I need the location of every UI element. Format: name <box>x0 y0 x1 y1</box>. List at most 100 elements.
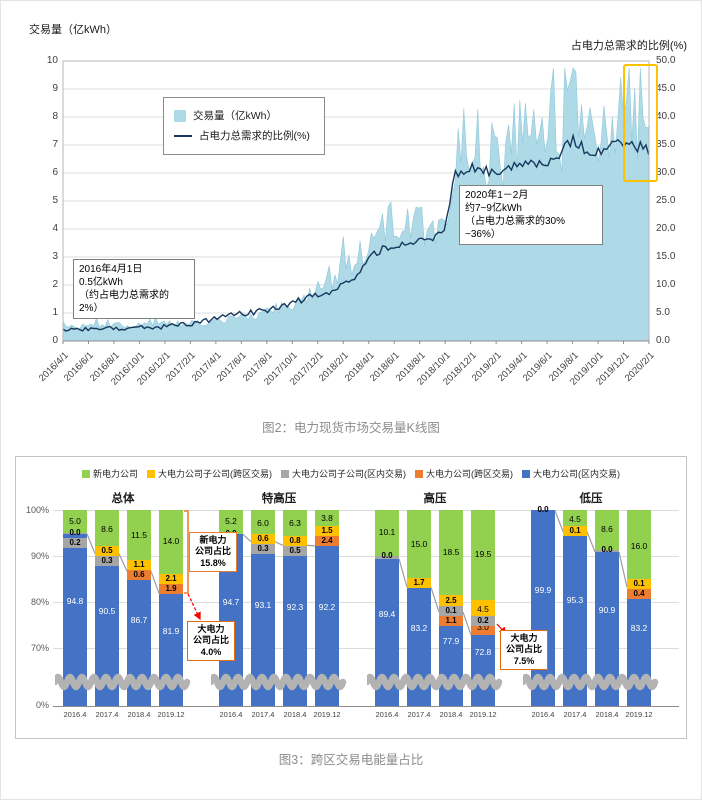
y-axis-right-tick-label: 20.0 <box>656 223 676 234</box>
y-axis-left-tick-label: 1 <box>52 307 58 318</box>
x-axis-tick-label: 2018.4 <box>127 710 151 719</box>
segment-value-label: 0.0 <box>537 505 549 514</box>
segment-new <box>471 510 495 600</box>
gridline <box>53 602 679 603</box>
connector-line <box>150 570 160 594</box>
stacked-bar-legend: 新电力公司 大电力公司子公司(跨区交易) 大电力公司子公司(区内交易) 大电力公司(跨… <box>21 467 681 480</box>
segment-value-label: 0.3 <box>251 543 275 554</box>
segment-big_intra <box>375 558 399 706</box>
y-axis-right-tick-label: 25.0 <box>656 195 676 206</box>
y-axis-right-tick-label: 0.0 <box>656 335 670 346</box>
legend-item: 大电力公司子公司(区内交易) <box>281 467 406 480</box>
x-axis-tick-label: 2016.4 <box>531 710 555 719</box>
segment-value-label: 8.6 <box>101 523 113 534</box>
segment-big_intra <box>595 551 619 706</box>
segment-sub_cross <box>471 599 495 621</box>
annotation-2020-range: 2020年1－2月 约7~9亿kWh （占电力总需求的30% ~36%） <box>459 185 603 245</box>
stacked-bar: 4.5 0.1 95.3 <box>563 510 587 706</box>
y-axis-left-tick-label: 5 <box>52 195 58 206</box>
segment-big_intra <box>63 533 87 706</box>
stacked-bar: 14.0 2.1 1.9 81.9 <box>159 510 183 706</box>
fig3-caption: 图3：跨区交易电能量占比 <box>278 753 424 767</box>
y-axis-left-tick-label: 2 <box>52 279 58 290</box>
gridline <box>53 556 679 557</box>
y-axis-tick-label: 0% <box>35 700 49 710</box>
stacked-bar: 10.1 0.0 89.4 <box>375 510 399 706</box>
segment-value-label: 15.0 <box>410 538 428 549</box>
segment-value-label: 0.6 <box>127 570 151 581</box>
segment-value-label: 2.4 <box>315 535 339 546</box>
segment-new <box>95 510 119 550</box>
segment-new <box>627 510 651 584</box>
annotation-box-2: 大电力 公司占比 4.0% <box>187 621 235 661</box>
segment-big_intra <box>283 545 307 706</box>
y-axis-tick-label: 70% <box>30 643 49 653</box>
stacked-bar: 5.0 0.0 0.2 94.8 <box>63 510 87 706</box>
segment-sub_intra <box>595 549 619 552</box>
group-title-3: 高压 <box>423 493 447 505</box>
segment-value-label: 0.6 <box>251 533 275 544</box>
x-axis-tick-label: 2017.4 <box>407 710 431 719</box>
segment-value-label: 0.5 <box>283 545 307 556</box>
y-axis-right-tick-label: 50.0 <box>656 55 676 66</box>
segment-value-label: 14.0 <box>162 536 180 547</box>
legend-item-label: 新电力公司 <box>92 469 138 479</box>
x-axis-tick-label: 2016.4 <box>63 710 87 719</box>
annotation-box-1: 新电力 公司占比 15.8% <box>189 532 237 572</box>
group-title-1: 总体 <box>111 493 135 505</box>
y-axis-left-tick-label: 9 <box>52 83 58 94</box>
segment-value-label: 0.8 <box>283 535 307 546</box>
segment-value-label: 10.1 <box>378 527 396 538</box>
segment-value-label: 94.7 <box>222 596 240 607</box>
stacked-bar-figure: 新电力公司 大电力公司子公司(跨区交易) 大电力公司子公司(区内交易) 大电力公司(跨… <box>15 456 687 739</box>
kline-chart: 交易量（亿kWh） 占电力总需求的比例(%) 交易量（亿kWh） 占电力总需求的… <box>15 9 687 407</box>
segment-value-label: 4.5 <box>569 514 581 525</box>
segment-value-label: 99.9 <box>534 584 552 595</box>
orange-bracket <box>184 510 189 594</box>
y-axis-right-tick-label: 10.0 <box>656 279 676 290</box>
y-axis-right-tick-label: 30.0 <box>656 167 676 178</box>
x-axis-tick-label: 2016.4 <box>219 710 243 719</box>
y-axis-right-tick-label: 40.0 <box>656 111 676 122</box>
x-axis-tick-label: 2017.4 <box>563 710 587 719</box>
segment-value-label: 95.3 <box>566 595 584 606</box>
x-axis-tick-label: 2018.4 <box>595 710 619 719</box>
fig2-caption: 图2：电力现货市场交易量K线图 <box>262 421 440 435</box>
segment-value-label: 5.2 <box>225 515 237 526</box>
left-axis-title: 交易量（亿kWh） <box>29 24 117 36</box>
segment-value-label: 19.5 <box>474 548 492 559</box>
right-axis-title: 占电力总需求的比例(%) <box>570 40 687 52</box>
legend-item: 大电力公司(跨区交易) <box>415 467 513 480</box>
segment-new <box>595 510 619 550</box>
kline-legend: 交易量（亿kWh） 占电力总需求的比例(%) <box>163 97 325 155</box>
segment-big_intra <box>315 545 339 706</box>
segment-new <box>375 510 399 557</box>
segment-value-label: 0.1 <box>563 525 587 536</box>
legend-item-label: 大电力公司(跨区交易) <box>426 469 513 479</box>
y-axis-left-tick-label: 7 <box>52 139 58 150</box>
segment-big_intra <box>471 635 495 706</box>
segment-value-label: 92.2 <box>318 602 336 613</box>
segment-big_intra <box>407 587 431 706</box>
segment-value-label: 1.5 <box>315 525 339 536</box>
x-axis-tick-label: 2019.12 <box>625 710 653 719</box>
y-axis-left-tick-label: 4 <box>52 223 58 234</box>
legend-item-label: 交易量（亿kWh） <box>193 110 277 122</box>
segment-big_intra <box>563 531 587 706</box>
y-axis-tick-label: 90% <box>30 551 49 561</box>
segment-big_intra <box>127 571 151 706</box>
stacked-bar: 15.0 1.7 83.2 <box>407 510 431 706</box>
segment-value-label: 89.4 <box>378 608 396 619</box>
gridline <box>53 648 679 649</box>
connector-line <box>398 558 408 588</box>
y-axis-right-tick-label: 15.0 <box>656 251 676 262</box>
segment-value-label: 93.1 <box>254 600 272 611</box>
connector-line <box>618 551 628 588</box>
segment-value-label: 0.5 <box>95 545 119 556</box>
segment-new <box>251 510 275 538</box>
x-axis-tick-label: 2019.12 <box>313 710 341 719</box>
segment-big_intra <box>531 510 555 706</box>
segment-new <box>407 510 431 579</box>
segment-sub_intra <box>375 556 399 559</box>
y-axis-tick-label: 80% <box>30 597 49 607</box>
